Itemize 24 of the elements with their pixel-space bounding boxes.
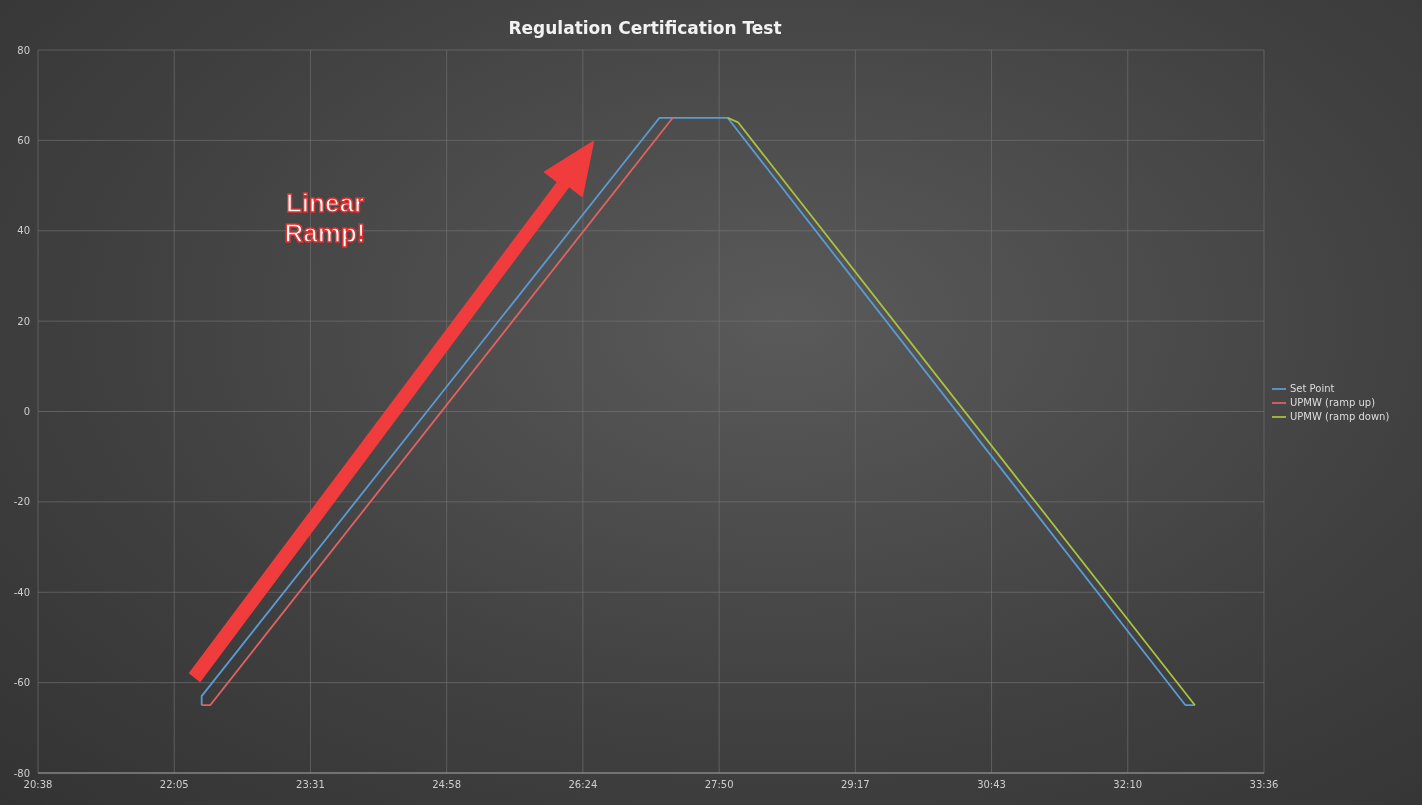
y-tick-label: 40	[17, 225, 30, 237]
x-tick-label: 33:36	[1249, 779, 1279, 791]
x-tick-label: 27:50	[704, 779, 734, 791]
y-tick-label: -20	[13, 496, 30, 508]
legend-label: UPMW (ramp down)	[1290, 410, 1390, 422]
y-tick-label: 0	[23, 406, 30, 418]
y-tick-label: -60	[13, 677, 30, 689]
chart-title: Regulation Certification Test	[507, 18, 783, 38]
y-tick-label: 60	[17, 134, 30, 146]
y-tick-label: 80	[17, 44, 30, 56]
x-tick-label: 23:31	[296, 779, 325, 791]
legend-label: Set Point	[1290, 382, 1335, 394]
y-tick-label: -40	[13, 586, 30, 598]
x-tick-label: 26:24	[568, 779, 598, 791]
x-tick-label: 24:58	[432, 779, 462, 791]
x-tick-label: 30:43	[977, 779, 1006, 791]
legend-label: UPMW (ramp up)	[1290, 396, 1376, 408]
x-tick-label: 29:17	[840, 779, 870, 791]
annotation: Linear Ramp!	[283, 188, 367, 248]
y-tick-label: 20	[17, 315, 30, 327]
x-tick-label: 20:38	[23, 779, 53, 791]
y-tick-label: -80	[13, 767, 30, 779]
x-tick-label: 32:10	[1113, 779, 1143, 791]
x-tick-label: 22:05	[159, 779, 189, 791]
